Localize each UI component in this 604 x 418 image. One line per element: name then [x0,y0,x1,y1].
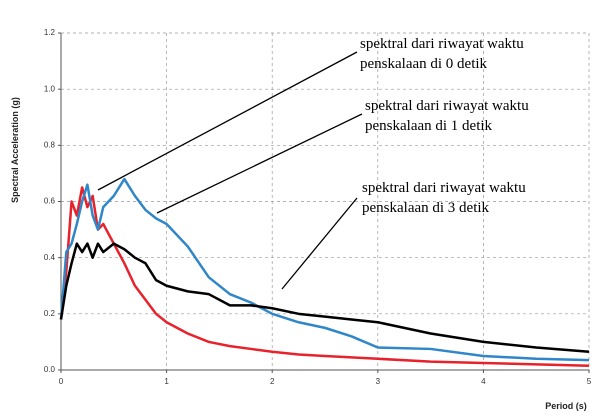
leader-line [156,113,363,214]
x-tick-label: 2 [270,377,275,386]
x-tick-label: 5 [587,377,592,386]
annotation: penskalaan di 0 detik [360,56,488,72]
annotation: spektral dari riwayat waktu [360,36,524,52]
annotation: penskalaan di 3 detik [362,200,490,216]
x-tick-label: 4 [481,377,486,386]
y-tick-label: 0.8 [44,140,56,149]
y-tick-label: 0.4 [44,253,56,262]
y-tick-label: 1.2 [44,28,56,37]
series-line [59,177,590,362]
series-line [59,242,590,353]
y-axis-label: Spectral Acceleration (g) [10,97,20,203]
annotation: spektral dari riwayat waktu [365,98,529,114]
series-line [59,186,590,368]
leader-line [281,197,358,290]
y-tick-label: 0.6 [44,197,56,206]
annotation: spektral dari riwayat waktu [362,180,526,196]
y-tick-label: 0.2 [44,309,56,318]
leader-line [97,51,358,191]
y-tick-label: 0.0 [44,365,56,374]
x-tick-label: 3 [376,377,381,386]
x-tick-label: 0 [59,377,64,386]
annotation: penskalaan di 1 detik [365,118,493,134]
y-tick-label: 1.0 [44,84,56,93]
x-tick-label: 1 [164,377,169,386]
x-axis-label: Period (s) [545,401,587,411]
